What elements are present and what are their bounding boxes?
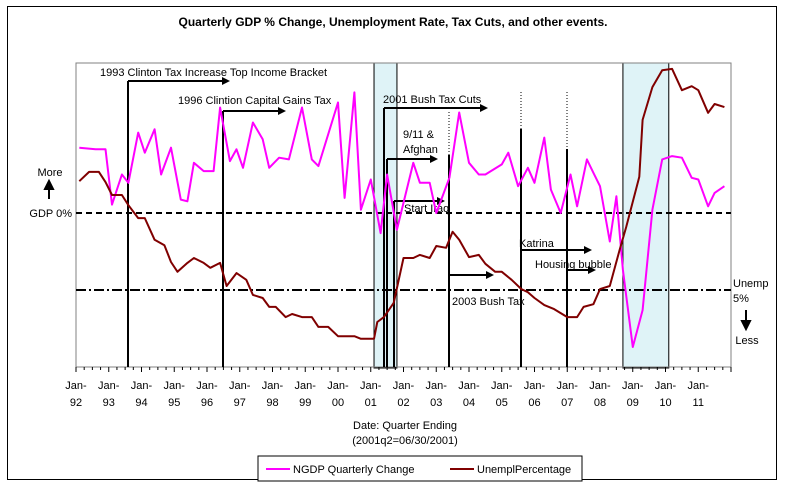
arrow-right-icon — [584, 246, 592, 254]
event-label: 2003 Bush Tax — [452, 296, 525, 308]
chart-title: Quarterly GDP % Change, Unemployment Rat… — [179, 15, 608, 29]
x-tick-label: Jan- — [98, 380, 120, 392]
unemployment-series-line — [78, 67, 725, 340]
x-tick-label: Jan- — [360, 380, 382, 392]
x-tick-label: 11 — [693, 397, 704, 409]
x-tick-label: 06 — [528, 397, 540, 409]
less-label: Less — [735, 335, 759, 347]
x-tick-label: 10 — [659, 397, 671, 409]
unemp-5-label: 5% — [733, 293, 749, 305]
event-marker: Start Iraq — [393, 197, 449, 367]
x-tick-label: Jan- — [426, 380, 448, 392]
x-tick-label: Jan- — [65, 380, 87, 392]
event-label: 1993 Clinton Tax Increase Top Income Bra… — [100, 67, 327, 79]
x-tick-label: Jan- — [589, 380, 611, 392]
gdp-zero-label: GDP 0% — [29, 208, 72, 220]
legend-label-unemp: UnemplPercentage — [477, 464, 571, 476]
x-tick-label: 00 — [332, 397, 344, 409]
arrow-right-icon — [480, 104, 488, 112]
x-tick-label: Jan- — [196, 380, 218, 392]
x-tick-label: 96 — [201, 397, 213, 409]
event-label: Start Iraq — [404, 203, 449, 215]
gdp-series-line — [79, 91, 725, 348]
x-tick-label: 05 — [496, 397, 508, 409]
event-marker: Housing bubble — [535, 92, 611, 367]
arrow-right-icon — [588, 266, 596, 274]
x-tick-label: Jan- — [491, 380, 513, 392]
legend: NGDP Quarterly Change UnemplPercentage — [257, 455, 583, 482]
x-tick-label: Jan- — [622, 380, 644, 392]
recession-band — [622, 62, 670, 369]
x-tick-label: 09 — [627, 397, 639, 409]
event-marker: Katrina — [519, 92, 592, 367]
event-label: Housing bubble — [535, 259, 611, 271]
event-marker: 9/11 & Afghan — [386, 129, 438, 367]
x-tick-label: Jan- — [557, 380, 579, 392]
x-tick-label: 94 — [135, 397, 147, 409]
event-marker: 2003 Bush Tax — [448, 112, 525, 367]
arrow-right-icon — [222, 77, 230, 85]
arrow-right-icon — [486, 271, 494, 279]
x-tick-label: 98 — [266, 397, 278, 409]
x-tick-label: Jan- — [262, 380, 284, 392]
x-axis-note: (2001q2=06/30/2001) — [352, 435, 458, 447]
x-tick-label: 97 — [234, 397, 246, 409]
up-arrow-icon — [43, 178, 55, 199]
arrow-right-icon — [278, 107, 286, 115]
event-marker: 1993 Clinton Tax Increase Top Income Bra… — [100, 67, 327, 367]
x-tick-label: Jan- — [131, 380, 153, 392]
x-tick-label: 04 — [463, 397, 475, 409]
x-tick-label: Jan- — [393, 380, 415, 392]
event-marker: 1996 Clintion Capital Gains Tax — [178, 95, 332, 367]
x-tick-label: Jan- — [688, 380, 710, 392]
legend-label-gdp: NGDP Quarterly Change — [293, 464, 414, 476]
x-tick-label: 08 — [594, 397, 606, 409]
event-label: 1996 Clintion Capital Gains Tax — [178, 95, 332, 107]
x-tick-label: Jan- — [327, 380, 349, 392]
arrow-right-icon — [430, 155, 438, 163]
event-label: Katrina — [519, 238, 555, 250]
x-tick-label: 95 — [168, 397, 180, 409]
x-tick-label: 01 — [365, 397, 377, 409]
x-tick-label: 93 — [103, 397, 115, 409]
x-tick-label: Jan- — [458, 380, 480, 392]
event-label: Afghan — [403, 144, 438, 156]
down-arrow-icon — [740, 310, 752, 332]
more-label: More — [37, 167, 62, 179]
x-tick-label: Jan- — [295, 380, 317, 392]
event-label: 2001 Bush Tax Cuts — [383, 94, 482, 106]
unemp-label: Unemp — [733, 278, 768, 290]
legend-box — [257, 455, 583, 482]
event-label: 9/11 & — [403, 129, 435, 141]
x-tick-label: 07 — [561, 397, 573, 409]
x-tick-label: Jan- — [164, 380, 186, 392]
x-tick-label: 99 — [299, 397, 311, 409]
x-tick-label: Jan- — [524, 380, 546, 392]
event-marker: 2001 Bush Tax Cuts — [383, 94, 488, 367]
x-tick-label: 02 — [397, 397, 409, 409]
x-tick-label: 92 — [70, 397, 82, 409]
x-axis-label: Date: Quarter Ending — [353, 420, 457, 432]
x-tick-label: Jan- — [229, 380, 251, 392]
x-tick-label: 03 — [430, 397, 442, 409]
x-tick-label: Jan- — [655, 380, 677, 392]
